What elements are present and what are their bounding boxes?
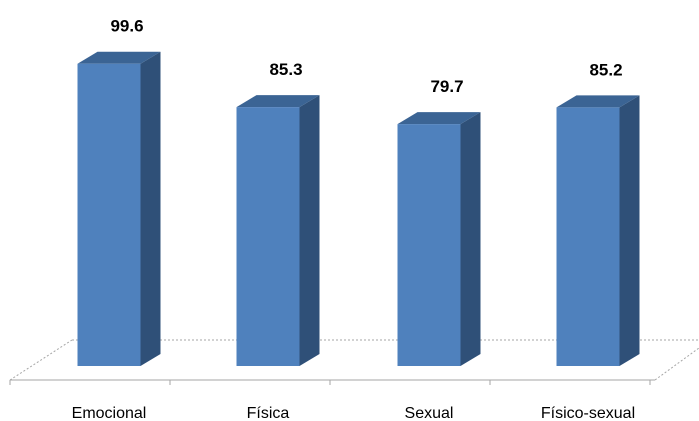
x-tick-label: Emocional	[72, 405, 147, 421]
x-tick-label: Sexual	[405, 405, 454, 421]
data-label: 99.6	[110, 17, 143, 36]
value-labels-group: 99.6 85.3 79.7 85.2	[110, 17, 622, 96]
bar	[397, 112, 481, 366]
bar	[236, 95, 320, 366]
bar-top-face	[556, 95, 640, 108]
bar-front-face	[77, 63, 141, 367]
floor-left-edge	[9, 339, 73, 381]
floor-right-edge	[654, 347, 699, 381]
data-label: 85.3	[269, 60, 302, 79]
chart-floor	[9, 339, 699, 385]
bar	[77, 51, 161, 367]
bar-side-face	[460, 112, 481, 366]
bar-front-face	[556, 107, 620, 366]
x-tick-label: Física	[247, 405, 290, 421]
bar-side-face	[619, 95, 640, 366]
bar-top-face	[397, 112, 481, 125]
bar	[556, 95, 640, 366]
bar-side-face	[299, 95, 320, 366]
bar-front-face	[236, 107, 300, 366]
x-tick-label: Físico-sexual	[541, 405, 635, 421]
bar-side-face	[140, 51, 161, 367]
bar-top-face	[236, 95, 320, 108]
bars-group	[77, 51, 640, 367]
data-label: 85.2	[589, 60, 622, 79]
bar-top-face	[77, 51, 161, 64]
bar-front-face	[397, 124, 461, 366]
data-label: 79.7	[430, 77, 463, 96]
x-axis-tick-labels: Emocional Física Sexual Físico-sexual	[72, 405, 635, 421]
